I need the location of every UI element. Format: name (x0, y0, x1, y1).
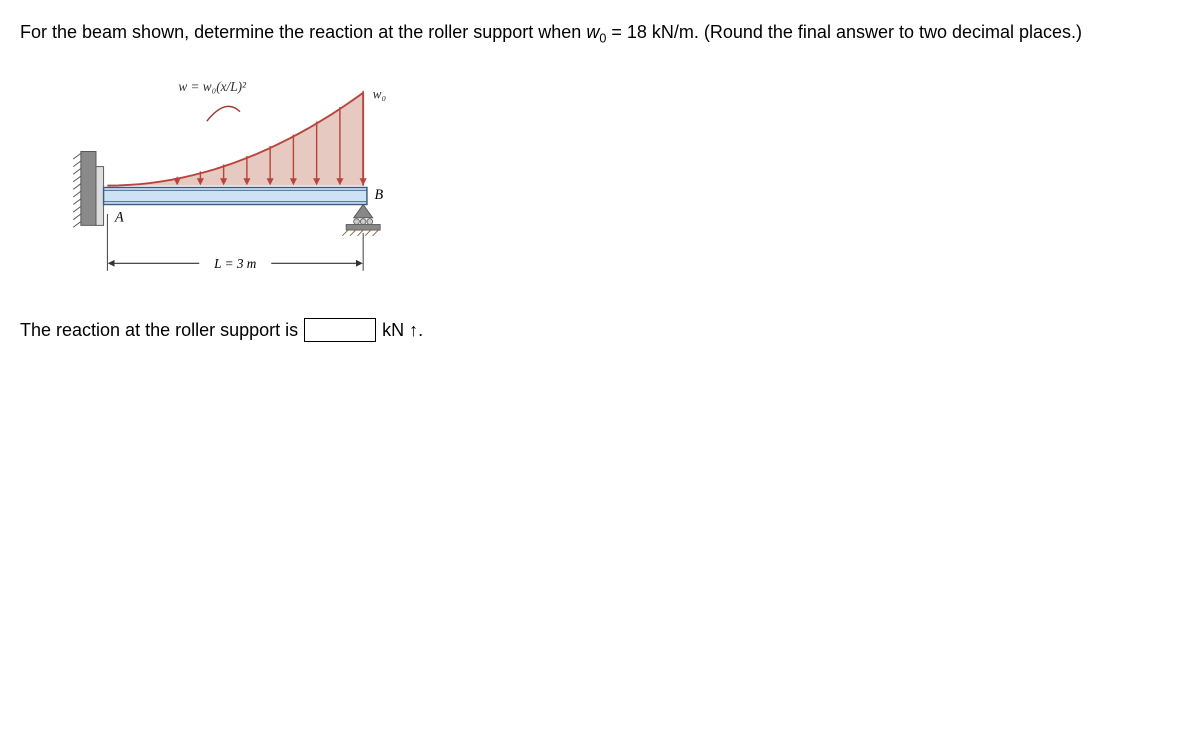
ground-hatch (342, 230, 348, 236)
answer-line: The reaction at the roller support is kN… (20, 318, 1180, 342)
wall-hatch (73, 176, 81, 182)
answer-input[interactable] (304, 318, 376, 342)
wall-hatch (73, 184, 81, 190)
roller-wheel (354, 219, 360, 225)
wall-support (81, 152, 96, 226)
var-w: w (586, 22, 599, 42)
wall-flange (96, 167, 104, 226)
formula-label: w = w₀(x/L)² (178, 79, 247, 94)
wall-hatch (73, 169, 81, 175)
load-area (107, 93, 363, 186)
label-A: A (114, 210, 124, 226)
wall-hatch (73, 214, 81, 220)
ground-hatch (350, 230, 356, 236)
roller-wheel (360, 219, 366, 225)
wall-hatch (73, 161, 81, 167)
label-B: B (375, 187, 384, 203)
ground-hatch (365, 230, 371, 236)
question-rest: = 18 kN/m. (Round the final answer to tw… (606, 22, 1082, 42)
ground-hatch (373, 230, 379, 236)
roller-triangle (354, 205, 373, 218)
wall-hatch (73, 191, 81, 197)
ground-hatch (357, 230, 363, 236)
roller-ground (346, 225, 380, 231)
answer-prefix: The reaction at the roller support is (20, 320, 298, 341)
answer-unit: kN ↑. (382, 320, 423, 341)
question-prefix: For the beam shown, determine the reacti… (20, 22, 586, 42)
wall-hatch (73, 199, 81, 205)
wall-hatch (73, 207, 81, 213)
beam-figure: A Bw = w₀(x/L)² w₀ L = 3 m (60, 68, 420, 288)
length-label: L = 3 m (213, 256, 257, 271)
roller-wheel (367, 219, 373, 225)
w0-label: w₀ (373, 87, 387, 102)
wall-hatch (73, 222, 81, 228)
wall-hatch (73, 154, 81, 160)
formula-leader (207, 107, 240, 122)
question-text: For the beam shown, determine the reacti… (20, 20, 1180, 48)
